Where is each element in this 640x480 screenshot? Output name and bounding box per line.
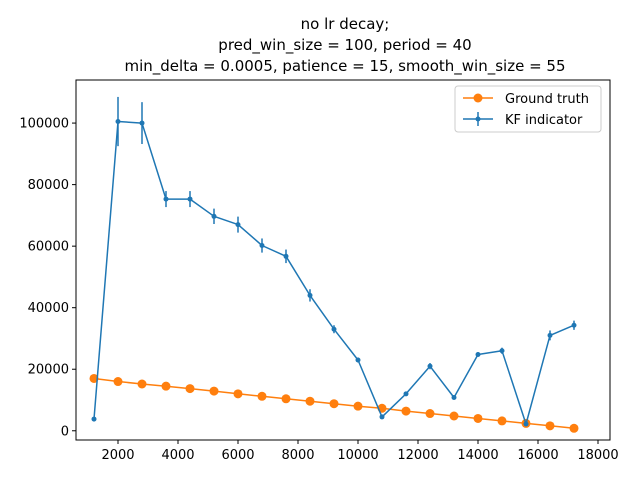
kf-indicator-point [91,416,97,422]
legend: Ground truth KF indicator [454,85,602,133]
y-tick-label: 20000 [28,363,69,378]
kf-indicator-point [451,395,457,401]
ground-truth-point [185,384,195,394]
kf-indicator-point [499,348,505,354]
x-tick-label: 16000 [517,448,558,463]
kf-indicator-point [211,213,217,219]
kf-indicator-point [115,119,121,125]
ground-truth-point [89,373,99,383]
ground-truth-point [497,416,507,426]
ground-truth-point [569,423,579,433]
y-tick-label: 40000 [28,301,69,316]
kf-indicator-point [571,322,577,328]
kf-indicator-point [331,326,337,332]
kf-indicator-point [307,292,313,298]
ground-truth-point [449,411,459,421]
kf-indicator-point [379,414,385,420]
kf-indicator-point [235,222,241,228]
y-tick-label: 0 [61,424,69,439]
chart-title-line-2: pred_win_size = 100, period = 40 [218,36,471,55]
kf-indicator-point [283,253,289,259]
kf-indicator-point [355,357,361,363]
y-tick-label: 100000 [19,117,69,132]
x-tick-label: 14000 [457,448,498,463]
ground-truth-point [473,413,483,423]
ground-truth-point [401,406,411,416]
kf-indicator-point [475,351,481,357]
kf-indicator-point [523,421,529,427]
axes: 2000 4000 6000 8000 10000 12000 14000 16000 1800… [19,79,619,463]
kf-indicator-point [139,120,145,126]
ground-truth-point [353,401,363,411]
ground-truth-point [425,409,435,419]
x-tick-label: 8000 [281,448,314,463]
ground-truth-point [137,379,147,389]
ground-truth-point [113,377,123,387]
x-tick-label: 2000 [101,448,134,463]
legend-kf-indicator-marker [475,116,481,122]
axes-frame [75,79,611,441]
legend-kf-indicator-label: KF indicator [505,113,583,128]
plot-area [89,96,579,433]
ground-truth-point [545,421,555,431]
chart-title-line-1: no lr decay; [301,15,390,33]
ground-truth-point [233,389,243,399]
kf-indicator-point [259,243,265,249]
x-tick-label: 18000 [577,448,618,463]
kf-indicator-point [547,332,553,338]
x-tick-label: 6000 [221,448,254,463]
x-tick-label: 4000 [161,448,194,463]
x-tick-label: 10000 [337,448,378,463]
x-tick-label: 12000 [397,448,438,463]
kf-indicator-point [427,363,433,369]
ground-truth-point [209,386,219,396]
ground-truth-point [281,394,291,404]
ground-truth-point [257,391,267,401]
ground-truth-point [329,399,339,409]
kf-indicator-point [403,391,409,397]
ground-truth-point [305,396,315,406]
chart-title-line-3: min_delta = 0.0005, patience = 15, smoot… [125,57,566,76]
y-tick-label: 80000 [28,178,69,193]
kf-indicator-point [187,196,193,202]
kf-indicator-point [163,196,169,202]
legend-ground-truth-label: Ground truth [505,92,589,107]
ground-truth-point [161,381,171,391]
legend-ground-truth-marker [473,93,483,103]
kf-indicator-line [93,120,575,425]
y-tick-label: 60000 [28,240,69,255]
